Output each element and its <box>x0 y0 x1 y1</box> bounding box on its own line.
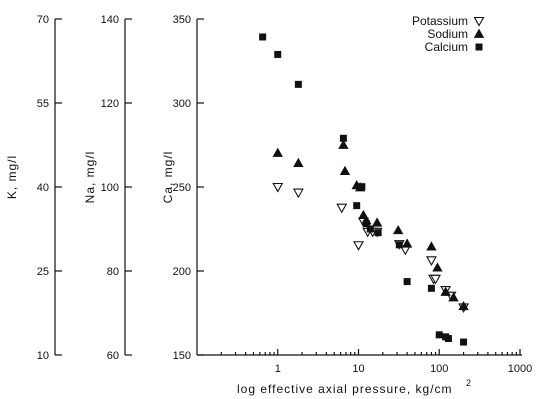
y-tick-label-ca: 200 <box>173 266 191 278</box>
calcium-point <box>274 50 282 58</box>
axes-layer: K, mg/l Na, mg/l Ca, mg/l <box>5 19 522 356</box>
legend-label-calcium: Calcium <box>425 40 468 54</box>
calcium-point <box>427 284 435 292</box>
y-tick-label-k: 10 <box>37 350 49 362</box>
calcium-point <box>444 335 452 343</box>
sodium-point <box>293 157 304 167</box>
y-axis-title-ca: Ca, mg/l <box>161 151 175 204</box>
legend-label-potassium: Potassium <box>412 14 468 28</box>
potassium-point <box>292 188 304 199</box>
legend-label-sodium: Sodium <box>427 27 468 41</box>
y-tick-label-na: 100 <box>101 182 119 194</box>
legend-marker-sodium <box>473 28 485 38</box>
potassium-point <box>353 241 364 251</box>
x-tick-label: 1000 <box>508 363 532 375</box>
y-tick-label-ca: 300 <box>173 98 191 110</box>
y-tick-label-ca: 250 <box>173 182 191 194</box>
calcium-point <box>435 331 443 339</box>
y-tick-label-ca: 350 <box>173 14 191 26</box>
y-tick-label-na: 140 <box>101 14 119 26</box>
y-tick-label-k: 25 <box>37 266 49 278</box>
x-tick-label: 10 <box>352 363 364 375</box>
calcium-point <box>339 134 347 142</box>
calcium-point <box>294 80 302 88</box>
y-tick-label-k: 40 <box>37 182 49 194</box>
calcium-point <box>460 338 468 346</box>
legend-marker-calcium <box>475 43 483 51</box>
potassium-point <box>336 203 348 214</box>
sodium-point <box>392 224 404 235</box>
y-tick-label-ca: 150 <box>173 350 191 362</box>
sodium-point <box>401 238 413 248</box>
sodium-point <box>272 147 283 157</box>
y-tick-label-k: 55 <box>37 98 49 110</box>
sodium-point <box>339 165 351 175</box>
y-axis-title-na: Na, mg/l <box>83 151 97 204</box>
calcium-point <box>259 33 267 41</box>
sodium-point <box>458 300 469 311</box>
y-tick-label-na: 80 <box>107 266 119 278</box>
x-axis-title: log effective axial pressure, kg/cm <box>237 382 453 396</box>
y-tick-label-na: 60 <box>107 350 119 362</box>
sodium-point <box>440 286 451 296</box>
calcium-point <box>362 220 370 228</box>
calcium-point <box>366 225 374 233</box>
sodium-point <box>448 292 459 302</box>
x-tick-label: 1 <box>275 363 281 375</box>
legend-marker-potassium <box>473 16 485 27</box>
ticks-layer: 10 25 40 55 70 60 80 100 120 140 150 200 250 300 350 1 1… <box>37 14 532 375</box>
sodium-point <box>426 241 437 251</box>
x-tick-label: 100 <box>430 363 448 375</box>
calcium-point <box>353 202 361 210</box>
sodium-point <box>371 217 383 227</box>
calcium-point <box>395 241 403 249</box>
y-tick-label-na: 120 <box>101 98 119 110</box>
y-tick-label-k: 70 <box>37 14 49 26</box>
x-axis-title-superscript: 2 <box>466 378 471 388</box>
calcium-point <box>358 183 366 191</box>
sodium-point <box>338 139 349 149</box>
y-axis-title-k: K, mg/l <box>5 155 19 199</box>
calcium-point <box>403 278 411 286</box>
marks-layer <box>259 33 469 346</box>
calcium-point <box>374 229 382 237</box>
potassium-point <box>425 256 437 266</box>
potassium-point <box>430 274 441 285</box>
potassium-point <box>272 182 284 193</box>
sodium-point <box>432 262 443 272</box>
